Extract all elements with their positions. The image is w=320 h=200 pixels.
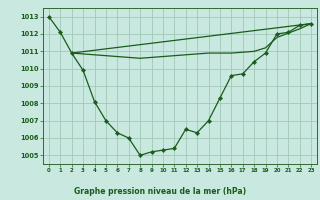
Text: Graphe pression niveau de la mer (hPa): Graphe pression niveau de la mer (hPa) — [74, 187, 246, 196]
